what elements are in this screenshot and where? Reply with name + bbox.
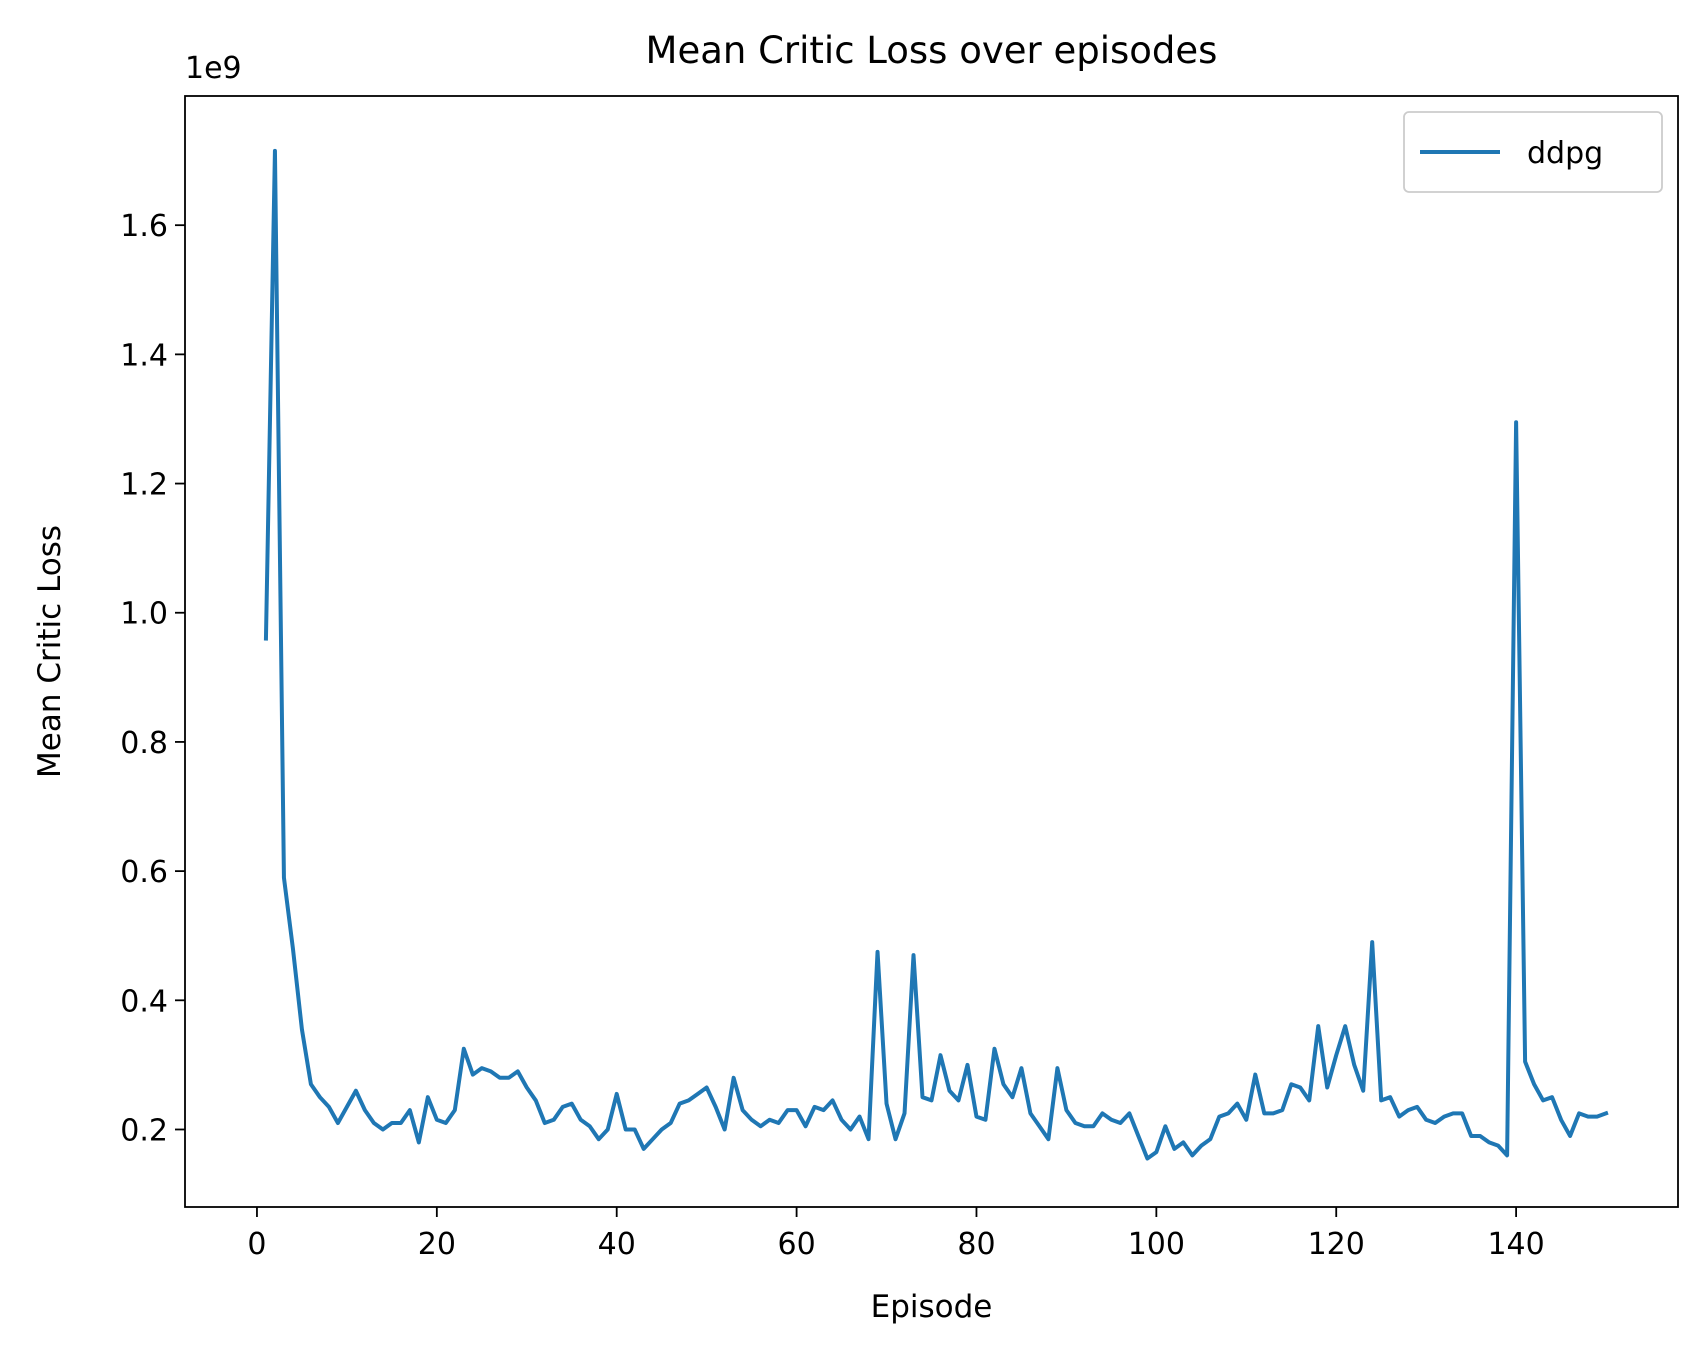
x-tick-label: 60 bbox=[777, 1227, 815, 1262]
series-line-ddpg bbox=[263, 148, 1609, 1161]
x-axis: 0 20 40 60 80 100 120 140 bbox=[247, 1207, 1545, 1262]
x-tick-label: 140 bbox=[1487, 1227, 1544, 1262]
x-tick-label: 80 bbox=[957, 1227, 995, 1262]
y-tick-label: 1.6 bbox=[120, 209, 168, 244]
chart-title: Mean Critic Loss over episodes bbox=[646, 29, 1218, 72]
y-tick-label: 0.2 bbox=[120, 1113, 168, 1148]
y-axis-scale-label: 1e9 bbox=[185, 51, 242, 86]
x-tick-label: 0 bbox=[247, 1227, 266, 1262]
y-tick-label: 0.6 bbox=[120, 855, 168, 890]
legend: ddpg bbox=[1403, 111, 1663, 193]
y-tick-label: 0.8 bbox=[120, 726, 168, 761]
y-tick-label: 1.2 bbox=[120, 468, 168, 503]
x-tick-label: 120 bbox=[1308, 1227, 1365, 1262]
x-tick-label: 100 bbox=[1128, 1227, 1185, 1262]
y-axis: 0.2 0.4 0.6 0.8 1.0 1.2 1.4 1.6 bbox=[120, 209, 185, 1148]
plot-area-frame bbox=[184, 95, 1679, 1208]
y-tick-label: 0.4 bbox=[120, 984, 168, 1019]
x-tick-label: 20 bbox=[418, 1227, 456, 1262]
y-axis-label: Mean Critic Loss bbox=[32, 525, 68, 778]
y-tick-label: 1.0 bbox=[120, 597, 168, 632]
y-tick-label: 1.4 bbox=[120, 338, 168, 373]
x-tick-label: 40 bbox=[598, 1227, 636, 1262]
legend-box bbox=[1403, 111, 1663, 193]
x-axis-label: Episode bbox=[871, 1289, 993, 1325]
legend-label-ddpg: ddpg bbox=[1527, 136, 1603, 171]
